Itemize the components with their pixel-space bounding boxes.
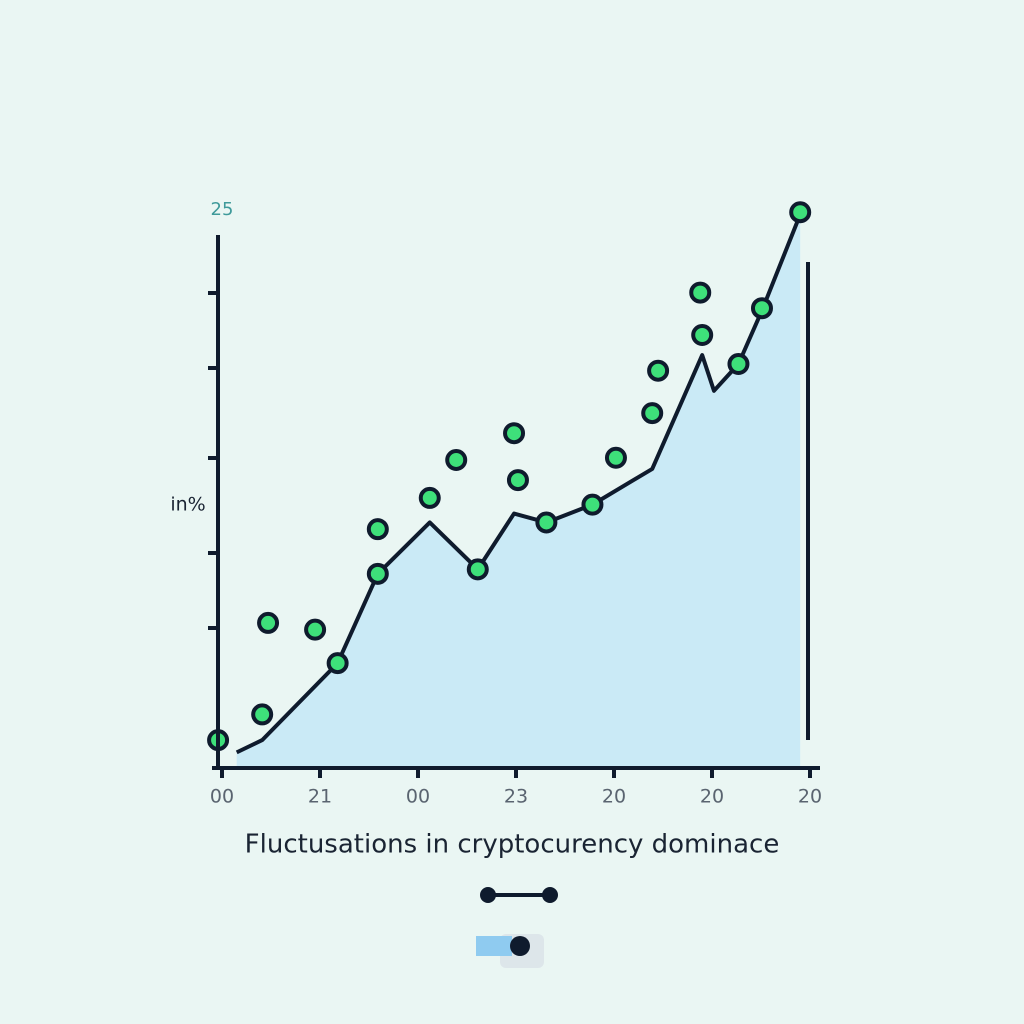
point	[506, 469, 529, 492]
point	[304, 618, 327, 641]
slider-decoration	[476, 887, 558, 968]
point	[535, 511, 558, 534]
point	[750, 297, 773, 320]
x-tick-label: 23	[504, 786, 528, 808]
plot-area	[207, 201, 812, 769]
point	[366, 562, 389, 585]
point	[503, 422, 526, 445]
point	[641, 402, 664, 425]
x-tick-label: 20	[798, 786, 822, 808]
x-tick-label: 00	[406, 786, 430, 808]
point	[466, 558, 489, 581]
chart-title: Fluctusations in cryptocurency dominace	[245, 830, 780, 860]
axis-decoration	[208, 291, 218, 630]
x-tick-label: 21	[308, 786, 332, 808]
x-tick-label: 00	[210, 786, 234, 808]
point	[326, 652, 349, 675]
point	[581, 493, 604, 516]
y-axis-label: in%	[170, 494, 205, 516]
point	[257, 611, 280, 634]
point	[691, 323, 714, 346]
x-tick-label: 20	[602, 786, 626, 808]
point	[647, 359, 670, 382]
point	[689, 281, 712, 304]
area	[236, 214, 801, 769]
x-tick-label: 20	[700, 786, 724, 808]
point	[251, 703, 274, 726]
point	[789, 201, 812, 224]
point	[604, 446, 627, 469]
y-tick-label: 25	[211, 199, 234, 220]
point	[418, 486, 441, 509]
point	[727, 353, 750, 376]
point	[366, 518, 389, 541]
point	[445, 448, 468, 471]
